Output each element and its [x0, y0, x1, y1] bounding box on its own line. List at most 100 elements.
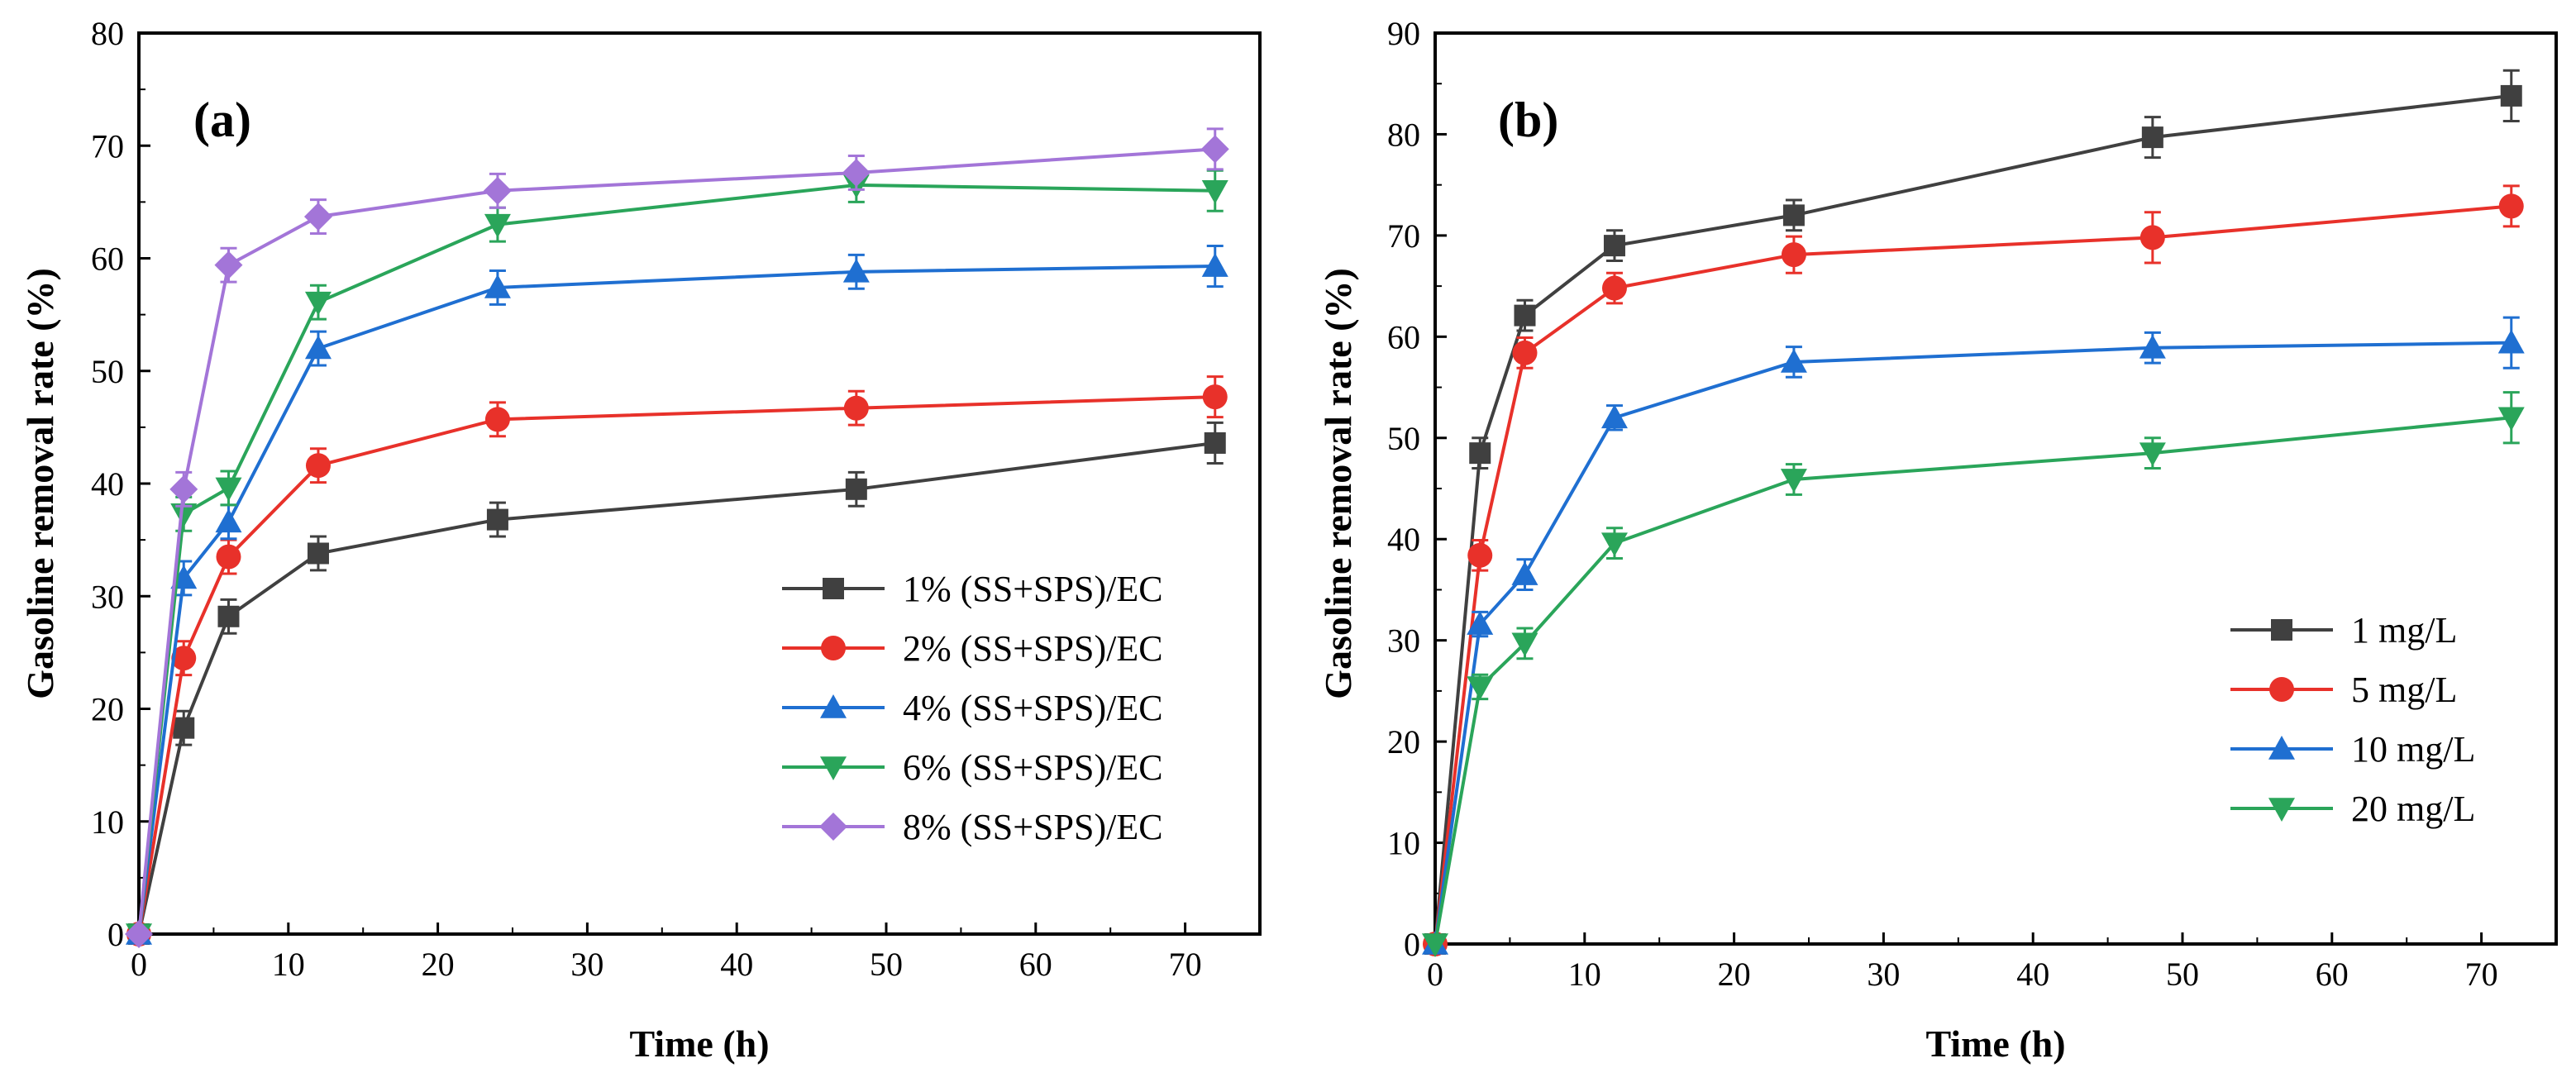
legend-marker — [820, 694, 847, 718]
data-point — [215, 508, 242, 533]
legend-label: 20 mg/L — [2351, 789, 2475, 829]
data-point — [307, 542, 329, 565]
y-tick-label: 80 — [1387, 116, 1420, 153]
y-tick-label: 0 — [107, 916, 124, 953]
data-point — [173, 717, 195, 739]
series-3 — [1422, 391, 2525, 957]
data-point — [1200, 135, 1229, 164]
data-point — [216, 544, 241, 570]
panel-a: 0 10 20 30 40 50 60 70 0 10 20 30 40 50 60 70 80 (a) Ti… — [19, 15, 1262, 1065]
y-tick-label: 10 — [91, 803, 124, 841]
y-axis-title-a: Gasoline removal rate (%) — [19, 268, 61, 699]
legend-item: 6% (SS+SPS)/EC — [782, 747, 1163, 788]
series-0 — [1424, 69, 2522, 955]
data-point — [842, 158, 871, 187]
x-tick-label: 30 — [1867, 956, 1900, 993]
y-tick-label: 70 — [91, 127, 124, 164]
data-point — [484, 407, 510, 432]
data-point — [1467, 676, 1494, 700]
x-tick-label: 60 — [1019, 946, 1052, 983]
legend-marker — [819, 813, 847, 841]
x-tick-label: 60 — [2316, 956, 2349, 993]
x-tick-label: 10 — [272, 946, 305, 983]
data-point — [483, 176, 512, 205]
y-tick-label: 20 — [1387, 723, 1420, 760]
series-0 — [128, 421, 1226, 945]
legend-label: 5 mg/L — [2351, 670, 2457, 710]
x-axis-title-b: Time (h) — [1925, 1023, 2065, 1065]
legend-marker — [823, 578, 844, 599]
x-tick-label: 70 — [1169, 946, 1202, 983]
data-point — [1511, 632, 1538, 657]
y-tick-label: 70 — [1387, 217, 1420, 255]
data-point — [1782, 204, 1805, 226]
data-point — [169, 474, 198, 503]
legend-marker — [2269, 677, 2294, 702]
y-tick-label: 90 — [1387, 15, 1420, 52]
data-point — [170, 503, 198, 527]
data-point — [843, 395, 869, 421]
data-point — [1201, 179, 1228, 204]
y-tick-label: 80 — [91, 15, 124, 52]
data-point — [125, 920, 153, 948]
data-point — [1600, 532, 1628, 557]
legend-label: 10 mg/L — [2351, 729, 2475, 770]
data-point — [214, 250, 243, 279]
y-tick-label: 40 — [1387, 521, 1420, 558]
panel-label-a: (a) — [193, 93, 251, 147]
data-point — [1201, 253, 1228, 277]
data-point — [2497, 407, 2525, 431]
data-point — [217, 605, 240, 627]
data-point — [2500, 84, 2522, 107]
legend-marker — [821, 636, 846, 660]
y-tick-label: 50 — [1387, 420, 1420, 457]
legend-label: 1% (SS+SPS)/EC — [903, 569, 1163, 609]
x-tick-label: 20 — [422, 946, 455, 983]
legend-marker — [820, 756, 847, 780]
data-point — [303, 203, 332, 231]
data-point — [484, 213, 511, 238]
series-line — [1433, 204, 2512, 945]
panel-label-b: (b) — [1498, 93, 1558, 147]
data-point — [1780, 469, 1807, 493]
x-tick-label: 50 — [870, 946, 903, 983]
legend-item: 2% (SS+SPS)/EC — [782, 628, 1163, 669]
x-tick-label: 40 — [2016, 956, 2049, 993]
x-tick-label: 20 — [1718, 956, 1751, 993]
data-point — [1467, 542, 1493, 568]
plot-frame-a — [137, 31, 1262, 936]
data-point — [2498, 193, 2524, 219]
series-line — [1433, 93, 2512, 945]
y-tick-label: 30 — [1387, 622, 1420, 660]
legend-item: 8% (SS+SPS)/EC — [782, 807, 1163, 847]
legend-item: 4% (SS+SPS)/EC — [782, 688, 1163, 728]
data-point — [2140, 225, 2165, 250]
y-tick-label: 50 — [91, 353, 124, 390]
legend-item: 1% (SS+SPS)/EC — [782, 569, 1163, 609]
x-tick-label: 10 — [1568, 956, 1601, 993]
legend-label: 8% (SS+SPS)/EC — [903, 807, 1163, 847]
data-point — [2139, 442, 2166, 467]
data-point — [845, 478, 867, 500]
legend-item: 10 mg/L — [2230, 729, 2475, 770]
legend-item: 5 mg/L — [2230, 670, 2457, 710]
y-tick-label: 0 — [1404, 926, 1420, 963]
x-tick-label: 70 — [2465, 956, 2498, 993]
x-tick-label: 30 — [570, 946, 603, 983]
data-point — [171, 646, 197, 671]
legend-label: 4% (SS+SPS)/EC — [903, 688, 1163, 728]
data-point — [304, 335, 332, 360]
data-point — [2141, 126, 2163, 149]
series-line — [1433, 416, 2512, 945]
legend-label: 1 mg/L — [2351, 610, 2457, 651]
data-point — [1202, 384, 1228, 410]
series-2 — [126, 245, 1228, 945]
x-tick-label: 0 — [131, 946, 147, 983]
data-point — [842, 258, 870, 283]
data-point — [1603, 235, 1625, 257]
y-tick-label: 60 — [91, 241, 124, 278]
data-point — [305, 453, 331, 479]
y-tick-label: 20 — [91, 691, 124, 728]
